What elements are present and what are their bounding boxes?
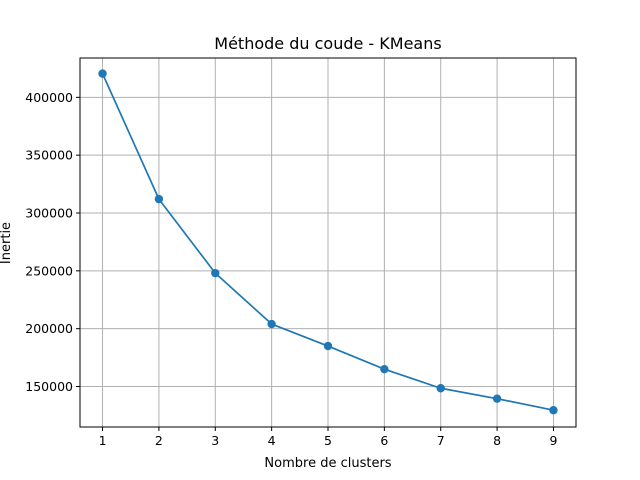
y-axis-label: Inertie bbox=[0, 222, 14, 264]
y-tick-label: 200000 bbox=[25, 321, 73, 336]
x-tick-label: 9 bbox=[549, 433, 557, 448]
x-tick-label: 6 bbox=[380, 433, 388, 448]
data-point bbox=[154, 194, 164, 204]
chart-title: Méthode du coude - KMeans bbox=[214, 34, 441, 53]
x-tick-label: 8 bbox=[493, 433, 501, 448]
data-point bbox=[98, 69, 107, 78]
data-point bbox=[436, 384, 445, 393]
data-point bbox=[267, 319, 276, 329]
axis-ticks: 1 2 3 4 5 6 7 8 9 150000 200000 250000 300000 350000 4… bbox=[25, 90, 557, 448]
series-layer bbox=[98, 69, 558, 415]
y-tick-label: 400000 bbox=[25, 90, 73, 105]
y-tick-label: 350000 bbox=[25, 148, 73, 163]
y-tick-label: 300000 bbox=[25, 206, 73, 221]
data-point bbox=[211, 268, 220, 278]
data-point bbox=[323, 341, 333, 351]
y-tick-label: 250000 bbox=[25, 263, 73, 278]
x-tick-label: 2 bbox=[155, 433, 163, 448]
x-axis-label: Nombre de clusters bbox=[264, 456, 391, 471]
plot-frame bbox=[79, 57, 577, 428]
x-tick-label: 1 bbox=[99, 433, 107, 448]
x-tick-label: 3 bbox=[211, 433, 219, 448]
data-point bbox=[549, 406, 558, 415]
grid-lines bbox=[80, 58, 576, 427]
x-tick-label: 5 bbox=[324, 433, 332, 448]
y-tick-label: 150000 bbox=[25, 379, 73, 394]
x-tick-label: 7 bbox=[437, 433, 445, 448]
data-point bbox=[380, 364, 389, 374]
data-point bbox=[492, 394, 502, 403]
x-tick-label: 4 bbox=[268, 433, 276, 448]
